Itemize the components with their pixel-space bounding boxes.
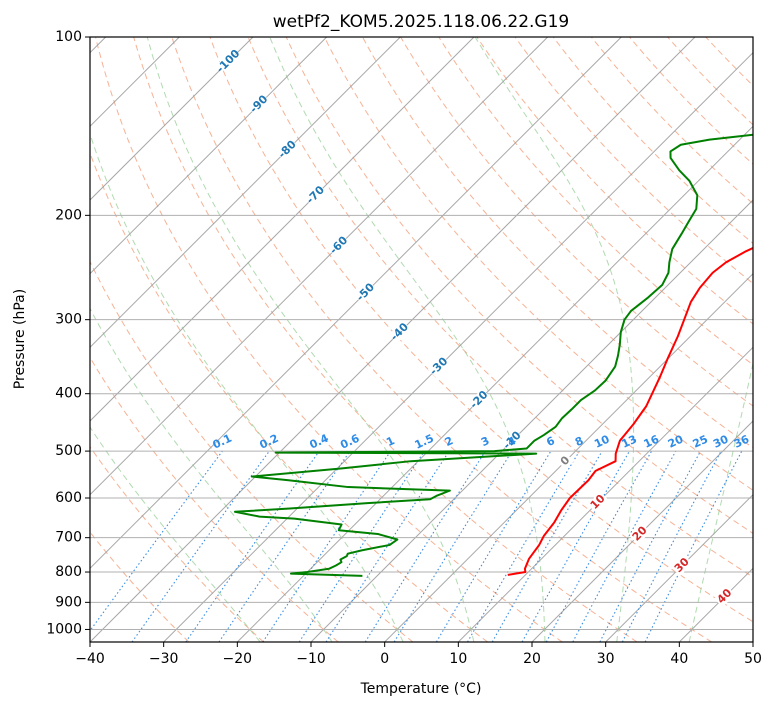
y-tick-label: 300 (55, 312, 82, 328)
y-tick-label: 700 (55, 530, 82, 546)
y-tick-label: 500 (55, 443, 82, 459)
plot-background (90, 37, 753, 642)
y-tick-label: 900 (55, 594, 82, 610)
x-tick-label: −20 (223, 651, 253, 667)
x-tick-label: 0 (380, 651, 389, 667)
x-tick-label: −40 (75, 651, 105, 667)
y-tick-label: 600 (55, 490, 82, 506)
y-axis-label: Pressure (hPa) (12, 289, 28, 389)
y-tick-label: 200 (55, 207, 82, 223)
y-tick-label: 800 (55, 564, 82, 580)
chart-title: wetPf2_KOM5.2025.118.06.22.G19 (273, 12, 569, 32)
y-tick-label: 100 (55, 29, 82, 45)
x-tick-label: 20 (523, 651, 541, 667)
x-tick-label: 40 (670, 651, 688, 667)
x-tick-label: −30 (149, 651, 179, 667)
x-tick-label: −10 (296, 651, 326, 667)
x-tick-label: 30 (597, 651, 615, 667)
y-tick-label: 1000 (46, 621, 82, 637)
x-tick-label: 50 (744, 651, 762, 667)
isotherm (753, 37, 775, 642)
x-axis-label: Temperature (°C) (360, 681, 482, 697)
y-tick-label: 400 (55, 386, 82, 402)
x-tick-label: 10 (449, 651, 467, 667)
